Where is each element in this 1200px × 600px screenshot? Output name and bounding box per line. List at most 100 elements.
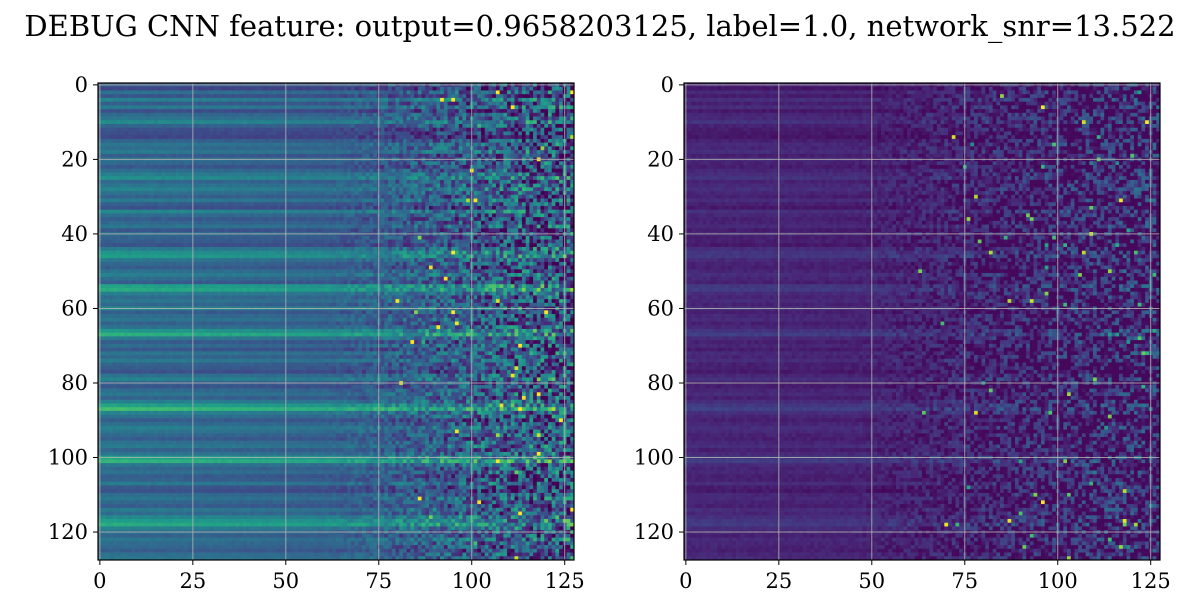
heatmap-cell [161,109,165,113]
heatmap-cell [184,87,188,91]
heatmap-cell [462,113,466,117]
heatmap-cell [403,150,407,154]
heatmap-cell [310,105,314,109]
heatmap-cell [102,187,106,191]
heatmap-cell [314,120,318,124]
heatmap-cell [210,117,214,121]
heatmap-cell [533,180,537,184]
heatmap-cell [150,161,154,165]
heatmap-cell [195,184,199,188]
heatmap-cell [548,128,552,132]
heatmap-cell [243,143,247,147]
heatmap-cell [113,187,117,191]
heatmap-cell [466,150,470,154]
heatmap-cell [500,105,504,109]
heatmap-cell [176,146,180,150]
heatmap-cell [384,135,388,139]
heatmap-cell [317,143,321,147]
heatmap-cell [232,105,236,109]
heatmap-cell [143,128,147,132]
heatmap-cell [336,109,340,113]
heatmap-cell [429,113,433,117]
heatmap-cell [529,109,533,113]
heatmap-cell [403,98,407,102]
heatmap-cell [280,120,284,124]
heatmap-cell [243,184,247,188]
heatmap-cell [381,150,385,154]
heatmap-cell [206,109,210,113]
heatmap-cell [544,187,548,191]
heatmap-cell [496,191,500,195]
heatmap-cell [418,117,422,121]
heatmap-cell [403,90,407,94]
heatmap-cell [455,90,459,94]
heatmap-cell [518,172,522,176]
heatmap-cell [228,135,232,139]
heatmap-cell [537,199,541,203]
heatmap-cell [392,172,396,176]
heatmap-cell [310,109,314,113]
heatmap-cell [351,165,355,169]
heatmap-cell [232,113,236,117]
heatmap-cell [492,102,496,106]
heatmap-cell [541,124,545,128]
heatmap-cell [102,105,106,109]
heatmap-cell [399,131,403,135]
heatmap-cell [474,154,478,158]
heatmap-cell [541,176,545,180]
heatmap-cell [105,172,109,176]
heatmap-cell [277,124,281,128]
heatmap-cell [459,102,463,106]
heatmap-cell [317,154,321,158]
heatmap-cell [373,172,377,176]
heatmap-cell [466,169,470,173]
heatmap-cell [299,98,303,102]
heatmap-cell [206,191,210,195]
heatmap-cell [362,169,366,173]
heatmap-cell [314,195,318,199]
heatmap-cell [559,180,563,184]
heatmap-cell [444,199,448,203]
heatmap-cell [206,135,210,139]
heatmap-cell [269,172,273,176]
heatmap-cell [418,161,422,165]
heatmap-cell [329,90,333,94]
heatmap-cell [184,161,188,165]
heatmap-cell [399,87,403,91]
heatmap-cell [210,161,214,165]
heatmap-cell [169,161,173,165]
heatmap-cell [366,105,370,109]
heatmap-cell [172,154,176,158]
heatmap-cell [474,128,478,132]
heatmap-cell [228,165,232,169]
heatmap-cell [262,90,266,94]
heatmap-cell [384,124,388,128]
heatmap-cell [295,98,299,102]
heatmap-cell [128,124,132,128]
heatmap-cell [555,180,559,184]
heatmap-cell [221,98,225,102]
heatmap-cell [154,161,158,165]
heatmap-cell [541,195,545,199]
heatmap-cell [303,94,307,98]
heatmap-cell [448,117,452,121]
heatmap-cell [552,94,556,98]
heatmap-cell [105,102,109,106]
heatmap-cell [232,94,236,98]
heatmap-cell [410,184,414,188]
heatmap-cell [273,169,277,173]
heatmap-cell [247,117,251,121]
heatmap-cell [567,150,571,154]
heatmap-cell [236,191,240,195]
heatmap-cell [392,131,396,135]
heatmap-cell [488,154,492,158]
heatmap-cell [507,102,511,106]
heatmap-cell [373,117,377,121]
heatmap-cell [425,191,429,195]
heatmap-cell [117,150,121,154]
heatmap-cell [202,172,206,176]
heatmap-cell [325,117,329,121]
heatmap-cell [399,135,403,139]
heatmap-cell [306,199,310,203]
heatmap-cell [474,113,478,117]
